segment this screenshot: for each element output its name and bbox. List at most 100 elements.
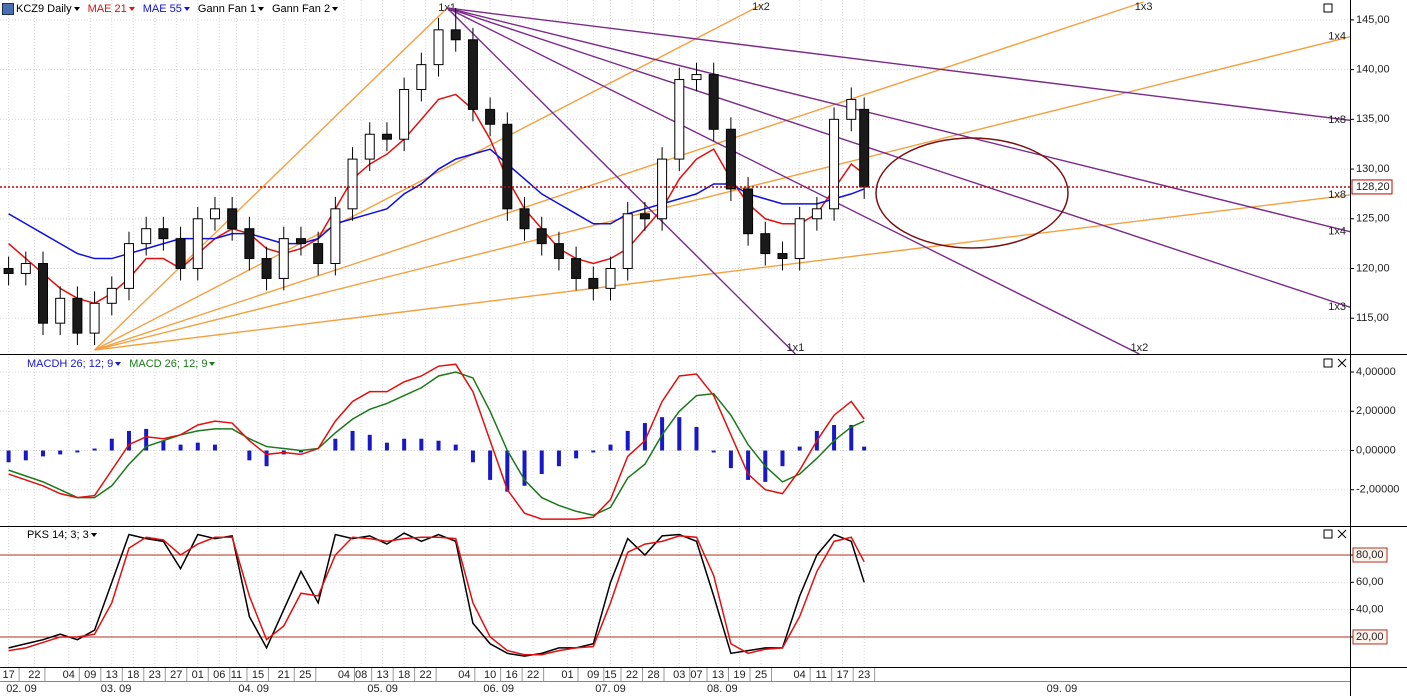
- candle-body: [811, 208, 822, 220]
- gann-fan-label: 1x4: [1328, 31, 1346, 43]
- gann-fan-line: [447, 7, 1350, 122]
- x-tick-label: 23: [149, 669, 161, 681]
- x-tick-label: 04: [63, 669, 75, 681]
- candle-body: [691, 74, 702, 81]
- candle-body: [639, 213, 650, 220]
- legend-item[interactable]: PKS 14; 3; 3: [27, 529, 97, 541]
- histogram-bar: [6, 450, 11, 463]
- histogram-bar: [642, 423, 647, 451]
- histogram-bar: [384, 442, 389, 451]
- candle-body: [278, 238, 289, 279]
- y-tick-label: 130,00: [1356, 163, 1390, 175]
- histogram-bar: [40, 450, 45, 457]
- histogram-bar: [58, 450, 63, 455]
- legend-menu[interactable]: [128, 7, 135, 11]
- y-tick-label: 0,00000: [1356, 444, 1396, 456]
- candle-body: [519, 208, 530, 230]
- histogram-bar: [264, 450, 269, 467]
- gann-fan-line: [446, 7, 1350, 233]
- candle-body: [381, 133, 392, 140]
- candle-body: [450, 29, 461, 41]
- histogram-bar: [350, 430, 355, 451]
- candle-body: [605, 267, 616, 289]
- x-tick-label: 07: [690, 669, 702, 681]
- candle-body: [485, 108, 496, 125]
- legend-item[interactable]: MAE 55: [143, 3, 190, 15]
- histogram-bar: [247, 450, 252, 461]
- x-tick-label: 08: [355, 669, 367, 681]
- candle-body: [433, 29, 444, 66]
- histogram-bar: [625, 430, 630, 451]
- legend-label: MAE 55: [142, 3, 182, 15]
- moving-average: [8, 148, 865, 260]
- legend-item[interactable]: MACDH 26; 12; 9: [27, 358, 122, 370]
- macd-line: [8, 363, 865, 520]
- y-tick-label: 80,00: [1356, 549, 1384, 561]
- candle-body: [622, 213, 633, 269]
- histogram-bar: [298, 450, 303, 453]
- candle-body: [123, 243, 134, 289]
- legend-item[interactable]: Gann Fan 1: [198, 3, 264, 15]
- candle-body: [743, 188, 754, 235]
- legend-item[interactable]: Gann Fan 2: [272, 3, 339, 15]
- candle-body: [141, 228, 152, 245]
- y-tick-label: 4,00000: [1356, 366, 1396, 378]
- y-tick-label: 145,00: [1356, 14, 1390, 26]
- x-tick-label: 22: [420, 669, 432, 681]
- symbol-menu[interactable]: KCZ9 Daily: [2, 3, 80, 15]
- candle-body: [158, 228, 169, 240]
- candle-body: [227, 208, 238, 230]
- histogram-bar: [862, 446, 867, 451]
- month-label: 06. 09: [483, 683, 514, 695]
- candle-body: [467, 39, 478, 110]
- x-tick-label: 03: [673, 669, 685, 681]
- legend-menu[interactable]: [209, 362, 216, 366]
- histogram-bar: [333, 438, 338, 451]
- candle-body: [313, 243, 324, 265]
- candle-body: [829, 118, 840, 210]
- candle-body: [295, 238, 306, 245]
- histogram-bar: [470, 450, 475, 463]
- gann-fan-label: 1x8: [1328, 114, 1346, 126]
- x-tick-label: 15: [252, 669, 264, 681]
- gann-fan-label: 1x3: [1135, 1, 1153, 13]
- candle-body: [674, 79, 685, 160]
- legend-menu[interactable]: [115, 362, 122, 366]
- stochastic-k: [8, 532, 865, 657]
- legend-label: Gann Fan 2: [272, 3, 331, 15]
- gann-fan-line: [446, 7, 1140, 354]
- month-label: 05. 09: [367, 683, 398, 695]
- histogram-bar: [505, 450, 510, 492]
- legend-menu[interactable]: [183, 7, 190, 11]
- histogram-bar: [694, 426, 699, 451]
- x-tick-label: 11: [815, 669, 826, 681]
- y-tick-box: [1352, 547, 1388, 563]
- legend-item[interactable]: MAE 21: [88, 3, 135, 15]
- gann-fan-label: 1x8: [1328, 189, 1346, 201]
- legend-item[interactable]: MACD 26; 12; 9: [129, 358, 216, 370]
- candle-body: [846, 98, 857, 120]
- histogram-bar: [728, 450, 733, 469]
- legend-menu[interactable]: [258, 7, 264, 11]
- y-tick-label: 60,00: [1356, 576, 1384, 588]
- x-tick-label: 13: [712, 669, 724, 681]
- x-tick-label: 22: [527, 669, 539, 681]
- x-tick-label: 23: [858, 669, 870, 681]
- histogram-bar: [402, 438, 407, 451]
- panel-buttons[interactable]: [1323, 3, 1347, 539]
- candle-body: [72, 297, 83, 334]
- grid: [0, 0, 1350, 667]
- candle-body: [106, 287, 117, 304]
- month-label: 03. 09: [101, 683, 132, 695]
- last-price-box: [1351, 179, 1393, 195]
- legend-menu[interactable]: [90, 533, 97, 537]
- legend-menu[interactable]: [332, 7, 339, 11]
- gann-fan-label: 1x1: [787, 342, 805, 354]
- y-tick-label: 135,00: [1356, 113, 1390, 125]
- histogram-bar: [367, 434, 372, 451]
- y-tick-label: 120,00: [1356, 262, 1390, 274]
- x-tick-label: 13: [377, 669, 389, 681]
- x-tick-label: 04: [794, 669, 806, 681]
- month-label: 04. 09: [238, 683, 269, 695]
- x-tick-label: 27: [170, 669, 182, 681]
